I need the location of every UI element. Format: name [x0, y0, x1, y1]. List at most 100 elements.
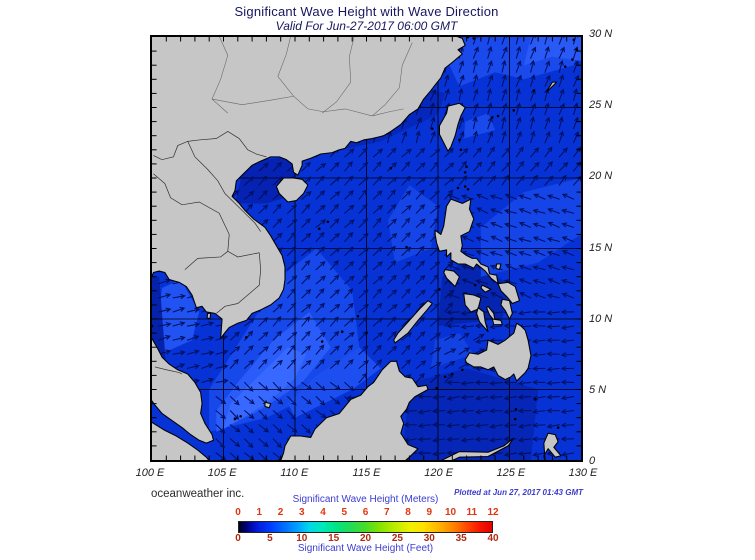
- colorbar: [238, 521, 493, 533]
- landmass: [443, 269, 460, 288]
- map-plot: [150, 35, 583, 462]
- lon-label: 130 E: [568, 467, 598, 479]
- lat-label: 20 N: [589, 170, 613, 183]
- islet-speck: [430, 127, 434, 130]
- landmass: [275, 177, 309, 203]
- country-border: [153, 131, 267, 161]
- colorbar-feet-tick: 25: [391, 533, 403, 544]
- page-title: Significant Wave Height with Wave Direct…: [234, 4, 499, 19]
- islet-speck: [456, 186, 460, 190]
- islet-speck: [575, 48, 578, 51]
- landmass: [280, 360, 429, 460]
- islet-speck: [533, 398, 537, 401]
- wave-patch-west-of-luzon: [387, 185, 438, 263]
- landmass: [543, 432, 562, 460]
- islet-speck: [466, 188, 470, 191]
- islet-speck: [239, 415, 242, 418]
- colorbar-meters-tick: 2: [277, 507, 284, 518]
- lat-label: 30 N: [589, 28, 613, 40]
- province-border: [211, 37, 229, 114]
- islet-speck: [572, 38, 576, 42]
- landmass: [486, 305, 496, 323]
- islet-speck: [514, 407, 518, 411]
- province-border: [277, 37, 309, 110]
- islet-speck: [365, 331, 368, 335]
- islet-speck: [318, 227, 321, 231]
- islet-speck: [245, 336, 248, 339]
- colorbar-feet-tick: 5: [267, 533, 273, 544]
- colorbar-meters-tick: 8: [405, 507, 411, 518]
- landmass: [495, 263, 502, 271]
- frame-ticks: [152, 37, 581, 460]
- colorbar-meters-tick: 6: [362, 507, 369, 518]
- colorbar-meters-tick: 10: [444, 507, 457, 518]
- wave-patch-ne-corner-high: [523, 37, 581, 66]
- colorbar-meters-tick: 7: [383, 507, 390, 518]
- colorbar-feet-tick: 15: [328, 533, 340, 544]
- islet-speck: [152, 324, 154, 328]
- islet-speck: [465, 165, 468, 168]
- landmass: [206, 312, 212, 320]
- islet-speck: [571, 58, 574, 61]
- wave-patch-east-of-taiwan: [463, 113, 496, 139]
- lon-label: 110 E: [280, 467, 309, 479]
- colorbar-meters-tick: 1: [256, 507, 263, 518]
- islet-speck: [340, 330, 344, 333]
- lon-label: 105 E: [207, 467, 237, 479]
- country-border: [153, 173, 260, 258]
- lat-label: 10 N: [589, 312, 613, 325]
- colorbar-feet-tick: 30: [423, 533, 435, 544]
- landmass: [393, 300, 433, 344]
- colorbar-meters-tick: 12: [487, 507, 499, 518]
- colorbar-meters-tick: 5: [341, 507, 348, 518]
- landmass: [434, 198, 499, 285]
- islet-speck: [459, 148, 463, 152]
- landmass: [546, 81, 558, 93]
- lon-label: 120 E: [424, 467, 454, 479]
- province-border: [212, 95, 294, 105]
- islet-speck: [435, 386, 438, 390]
- landmass: [476, 307, 489, 333]
- country-border: [216, 252, 262, 314]
- islet-speck: [461, 368, 464, 372]
- islet-speck: [563, 65, 567, 68]
- country-border: [154, 366, 183, 375]
- lat-label: 5 N: [589, 383, 607, 396]
- islet-speck: [556, 426, 560, 429]
- colorbar-feet-tick: 35: [455, 533, 467, 544]
- wave-patch-nw-borneo: [287, 347, 381, 418]
- islet-speck: [458, 138, 461, 142]
- islet-speck: [326, 220, 330, 223]
- landmass: [464, 322, 532, 382]
- islet-speck: [466, 37, 470, 39]
- landmass: [264, 401, 272, 409]
- islet-speck: [473, 283, 477, 287]
- islet-speck: [389, 166, 393, 170]
- colorbar-feet-tick: 10: [296, 533, 308, 544]
- country-border: [187, 141, 261, 232]
- credit-text: oceanweather inc.: [151, 488, 245, 500]
- islet-speck: [496, 114, 500, 118]
- landmass: [152, 421, 210, 460]
- valid-time-subtitle: Valid For Jun-27-2017 06:00 GMT: [275, 18, 458, 33]
- colorbar-meters-tick: 4: [320, 507, 326, 518]
- plotted-at-text: Plotted at Jun 27, 2017 01:43 GMT: [454, 488, 583, 497]
- country-border: [184, 251, 229, 270]
- islet-speck: [443, 375, 447, 379]
- landmass: [497, 281, 521, 305]
- islet-speck: [405, 245, 408, 249]
- title-block: Significant Wave Height with Wave Direct…: [150, 4, 583, 34]
- colorbar-feet-tick: 40: [487, 533, 499, 544]
- lat-label: 0: [589, 455, 596, 467]
- colorbar-feet-tick: 20: [359, 533, 372, 544]
- islet-speck: [463, 171, 467, 174]
- islet-speck: [532, 89, 536, 92]
- map-canvas: [152, 37, 581, 460]
- landmass: [480, 284, 492, 293]
- islet-speck: [356, 314, 360, 318]
- province-border: [372, 42, 413, 117]
- colorbar-meters-tick: 9: [426, 507, 433, 518]
- colorbar-meters-label: Significant Wave Height (Meters): [292, 494, 439, 505]
- islet-speck: [233, 417, 237, 421]
